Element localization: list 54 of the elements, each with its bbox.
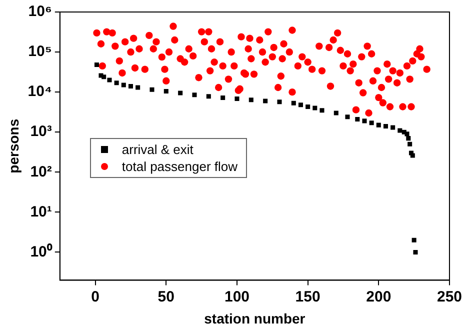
point <box>298 102 303 108</box>
point <box>362 118 367 124</box>
point <box>102 74 106 80</box>
point <box>150 87 154 92</box>
x-tick-label: 50 <box>158 288 174 306</box>
point <box>220 96 226 100</box>
legend-label: arrival & exit <box>122 141 194 158</box>
x-tick-label: 200 <box>366 288 392 306</box>
point <box>136 85 140 90</box>
x-tick-label: 100 <box>224 288 250 306</box>
point <box>376 122 381 128</box>
point <box>248 98 254 102</box>
point <box>291 100 296 106</box>
point <box>277 100 282 104</box>
point <box>312 106 318 110</box>
point <box>164 88 168 94</box>
legend-label: total passenger flow <box>122 158 238 176</box>
point <box>408 142 412 146</box>
point <box>121 82 126 88</box>
point <box>406 136 411 141</box>
y-tick-label: 10⁴ <box>28 83 52 100</box>
y-tick-label: 10⁵ <box>28 43 52 60</box>
point <box>404 132 410 136</box>
y-axis-title: persons <box>5 118 22 174</box>
x-tick-label: 250 <box>436 288 462 306</box>
point <box>128 84 133 88</box>
point <box>345 114 350 120</box>
y-tick-label: 10¹ <box>30 203 52 220</box>
point <box>410 153 415 158</box>
point <box>192 92 197 98</box>
point <box>114 80 119 86</box>
y-tick-label: 10² <box>30 163 52 180</box>
x-tick-label: 150 <box>295 288 320 306</box>
point <box>320 108 324 113</box>
y-tick-label: 10³ <box>30 123 52 140</box>
point <box>390 125 396 130</box>
point <box>383 124 388 129</box>
point <box>412 238 416 242</box>
y-tick-label: 10⁰ <box>30 242 53 260</box>
x-tick-label: 0 <box>91 288 100 306</box>
point <box>206 94 211 99</box>
y-tick-label: 10⁶ <box>28 3 52 20</box>
point <box>334 110 338 116</box>
point <box>369 120 374 126</box>
point <box>355 116 360 122</box>
point <box>178 90 183 96</box>
x-axis-title: station number <box>204 310 306 326</box>
point <box>107 78 112 82</box>
point <box>263 98 268 104</box>
point <box>234 96 240 102</box>
point <box>413 250 418 254</box>
point <box>94 62 99 68</box>
point <box>306 104 310 110</box>
point <box>398 128 402 133</box>
